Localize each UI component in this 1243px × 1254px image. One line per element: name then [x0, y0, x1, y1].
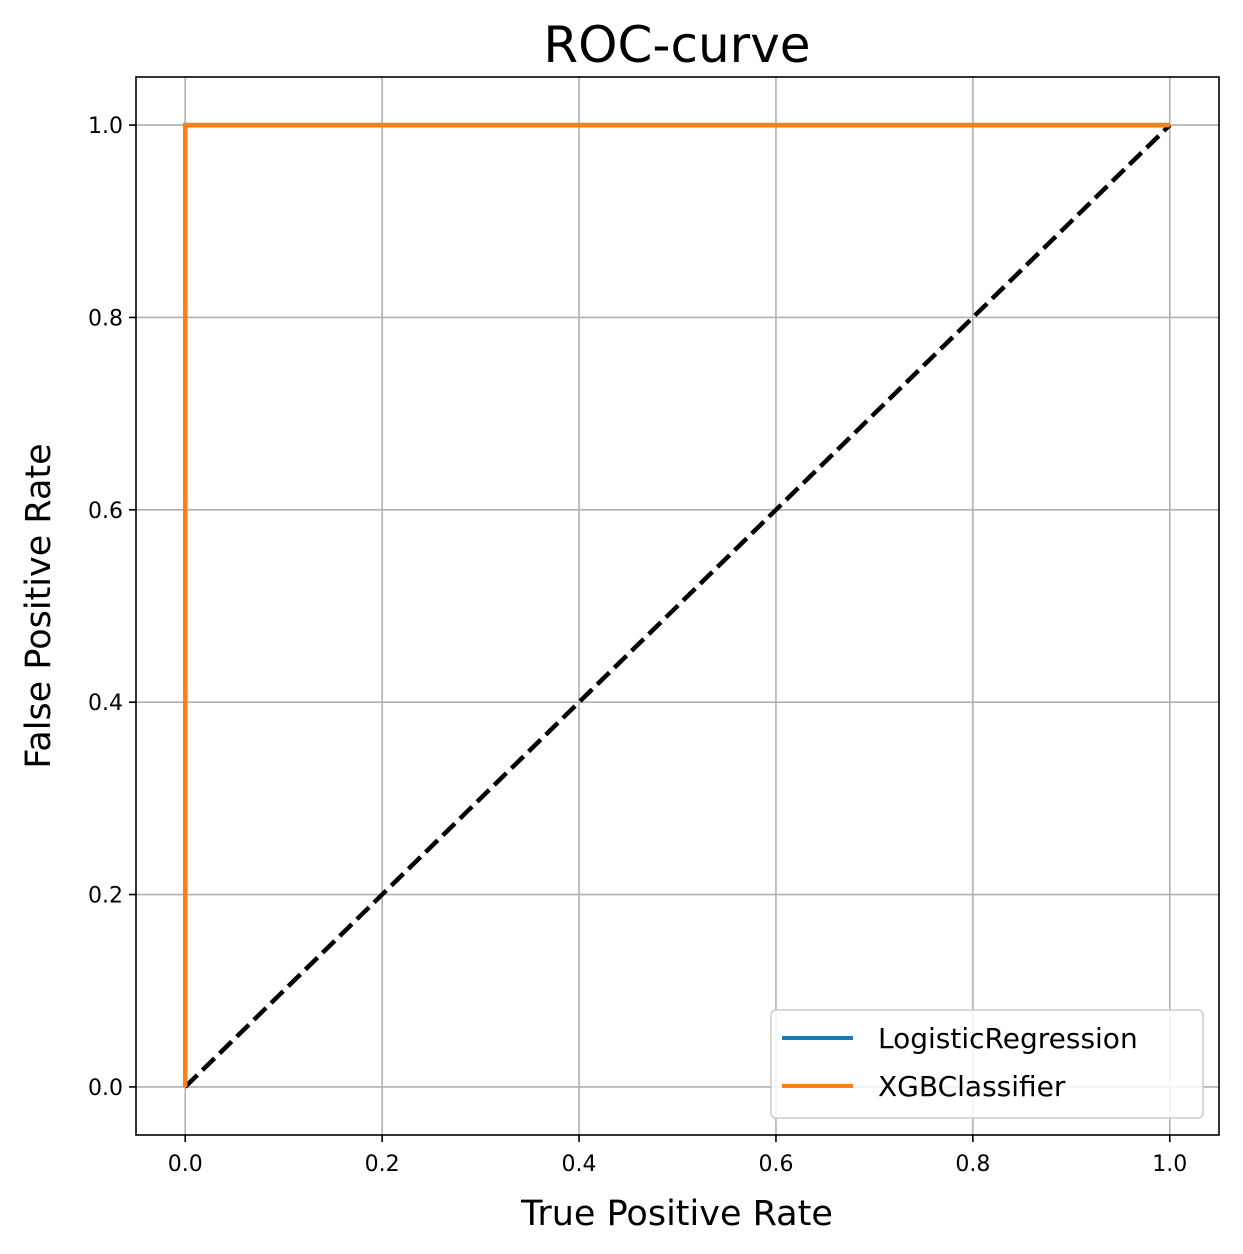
x-tick-label-1: 0.2	[365, 1152, 400, 1177]
x-tick-label-3: 0.6	[758, 1152, 793, 1177]
chart-title: ROC-curve	[543, 16, 810, 74]
y-tick-label-4: 0.8	[88, 306, 123, 331]
x-tick-label-4: 0.8	[955, 1152, 990, 1177]
x-tick-label-0: 0.0	[168, 1152, 203, 1177]
x-axis-ticks: 0.0 0.2 0.4 0.6 0.8 1.0	[168, 1135, 1187, 1177]
y-tick-label-1: 0.2	[88, 884, 123, 909]
x-tick-label-2: 0.4	[562, 1152, 597, 1177]
grid	[136, 77, 1219, 1135]
axes-frame	[135, 76, 1220, 1136]
y-axis-ticks: 0.0 0.2 0.4 0.6 0.8 1.0	[88, 114, 136, 1101]
y-axis-label: False Positive Rate	[19, 443, 59, 768]
legend-box	[770, 1009, 1204, 1119]
legend-label-xgbclassifier: XGBClassifier	[878, 1070, 1066, 1103]
y-tick-label-2: 0.4	[88, 691, 123, 716]
legend-label-logisticregression: LogisticRegression	[878, 1022, 1138, 1055]
series-line-xgbclassifier	[182, 122, 1170, 1087]
x-axis-label: True Positive Rate	[520, 1194, 833, 1234]
reference-line-layer	[183, 123, 1172, 1089]
y-tick-label-5: 1.0	[88, 114, 123, 139]
x-tick-label-5: 1.0	[1152, 1152, 1187, 1177]
y-tick-label-3: 0.6	[88, 499, 123, 524]
series-layer	[182, 122, 1170, 1087]
y-tick-label-0: 0.0	[88, 1076, 123, 1101]
reference-diagonal-line	[183, 123, 1172, 1089]
legend: LogisticRegression XGBClassifier	[770, 1009, 1204, 1119]
